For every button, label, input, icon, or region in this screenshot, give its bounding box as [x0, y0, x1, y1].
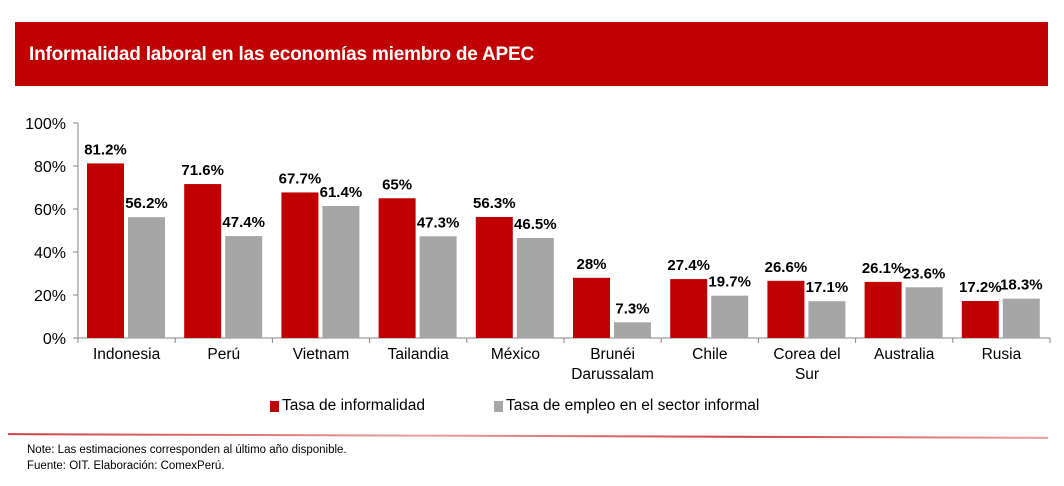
- data-label: 23.6%: [903, 265, 946, 282]
- data-label: 18.3%: [1000, 277, 1043, 294]
- x-tick-label: Brunéi: [590, 346, 635, 363]
- data-label: 47.4%: [222, 214, 265, 231]
- x-tick-label: Tailandia: [388, 346, 450, 363]
- bar-informalidad: [961, 301, 999, 338]
- y-tick-label: 20%: [34, 288, 66, 305]
- data-label: 7.3%: [615, 300, 649, 317]
- x-tick-label: Chile: [692, 346, 727, 363]
- bar-sector-informal: [711, 295, 749, 338]
- data-label: 17.2%: [959, 279, 1002, 296]
- bar-sector-informal: [128, 217, 165, 338]
- x-tick-label: Sur: [795, 366, 819, 383]
- data-label: 46.5%: [514, 216, 557, 233]
- data-label: 28%: [576, 256, 606, 273]
- bar-informalidad: [378, 198, 416, 338]
- x-tick-label: Perú: [207, 346, 240, 363]
- y-tick-label: 40%: [34, 245, 66, 262]
- bar-sector-informal: [419, 236, 457, 338]
- x-tick-label: Rusia: [982, 346, 1022, 363]
- data-label: 67.7%: [279, 170, 322, 187]
- bar-chart: 0% 20% 40% 60% 80% 100% 81.2% 56.2% Indonesia 71.…: [25, 116, 1051, 383]
- bar-sector-informal: [905, 287, 943, 338]
- bar-informalidad: [281, 192, 319, 338]
- source-text: Fuente: OIT. Elaboración: ComexPerú.: [27, 460, 225, 472]
- bar-sector-informal: [322, 205, 360, 338]
- data-label: 47.3%: [417, 214, 460, 231]
- legend-swatch-red: [270, 400, 279, 412]
- divider-line: [7, 433, 1049, 439]
- bar-informalidad: [767, 280, 805, 338]
- bar-sector-informal: [808, 301, 846, 338]
- bar-sector-informal: [1002, 298, 1040, 338]
- legend-swatch-gray: [494, 400, 503, 412]
- bar-informalidad: [670, 279, 708, 338]
- bar-informalidad: [864, 281, 902, 338]
- bar-sector-informal: [614, 322, 651, 338]
- data-label: 17.1%: [806, 279, 849, 296]
- note-text: Note: Las estimaciones corresponden al ú…: [27, 444, 347, 456]
- chart-title: Informalidad laboral en las economías mi…: [29, 44, 534, 65]
- bar-informalidad: [184, 184, 222, 338]
- x-tick-label: Darussalam: [571, 366, 654, 383]
- data-label: 27.4%: [667, 257, 710, 274]
- x-tick-label: México: [491, 346, 540, 363]
- y-tick-label: 80%: [34, 159, 66, 176]
- x-tick-label: Vietnam: [293, 346, 350, 363]
- data-label: 56.2%: [125, 195, 168, 212]
- data-label: 65%: [382, 176, 412, 193]
- legend-label: Tasa de informalidad: [282, 397, 426, 414]
- data-label: 81.2%: [84, 141, 127, 158]
- legend-item-sector-informal: Tasa de empleo en el sector informal: [494, 397, 759, 415]
- bar-informalidad: [573, 277, 610, 338]
- data-label: 71.6%: [181, 162, 224, 179]
- y-tick-label: 60%: [34, 202, 66, 219]
- x-tick-label: Corea del: [773, 346, 840, 363]
- chart-header: Informalidad laboral en las economías mi…: [15, 22, 1048, 86]
- y-tick-label: 100%: [25, 116, 66, 133]
- x-tick-label: Indonesia: [93, 346, 161, 363]
- data-label: 26.1%: [862, 260, 905, 277]
- data-label: 26.6%: [765, 259, 808, 276]
- x-tick-label: Australia: [874, 346, 935, 363]
- data-label: 56.3%: [473, 195, 516, 212]
- y-tick-label: 0%: [43, 331, 66, 348]
- bar-informalidad: [475, 216, 513, 338]
- legend-item-informalidad: Tasa de informalidad: [270, 397, 425, 415]
- legend-label: Tasa de empleo en el sector informal: [506, 397, 760, 414]
- data-label: 61.4%: [320, 184, 363, 201]
- bar-informalidad: [87, 163, 124, 338]
- bar-sector-informal: [225, 236, 263, 338]
- bar-sector-informal: [516, 238, 554, 338]
- data-label: 19.7%: [708, 274, 751, 291]
